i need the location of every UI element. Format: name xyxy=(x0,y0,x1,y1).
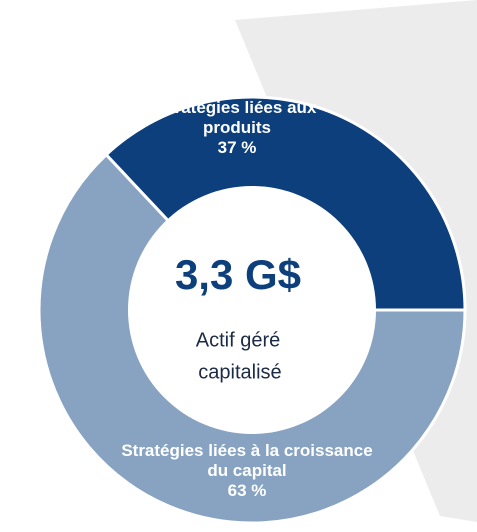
category-label: Stratégies liées à la croissance du capi… xyxy=(121,441,373,480)
value-label: 37 % xyxy=(217,138,257,157)
segment-label: Stratégies liées aux produits 37 % xyxy=(142,98,332,158)
center-value: 3,3 G$ xyxy=(175,251,301,298)
value-label: 63 % xyxy=(227,481,267,500)
center-label: Actif géré xyxy=(196,329,280,351)
center-label: capitalisé xyxy=(198,361,281,383)
category-label: Stratégies liées aux produits xyxy=(157,98,317,137)
segment-label: Stratégies liées à la croissance du capi… xyxy=(112,441,382,501)
donut-hole xyxy=(128,186,376,434)
